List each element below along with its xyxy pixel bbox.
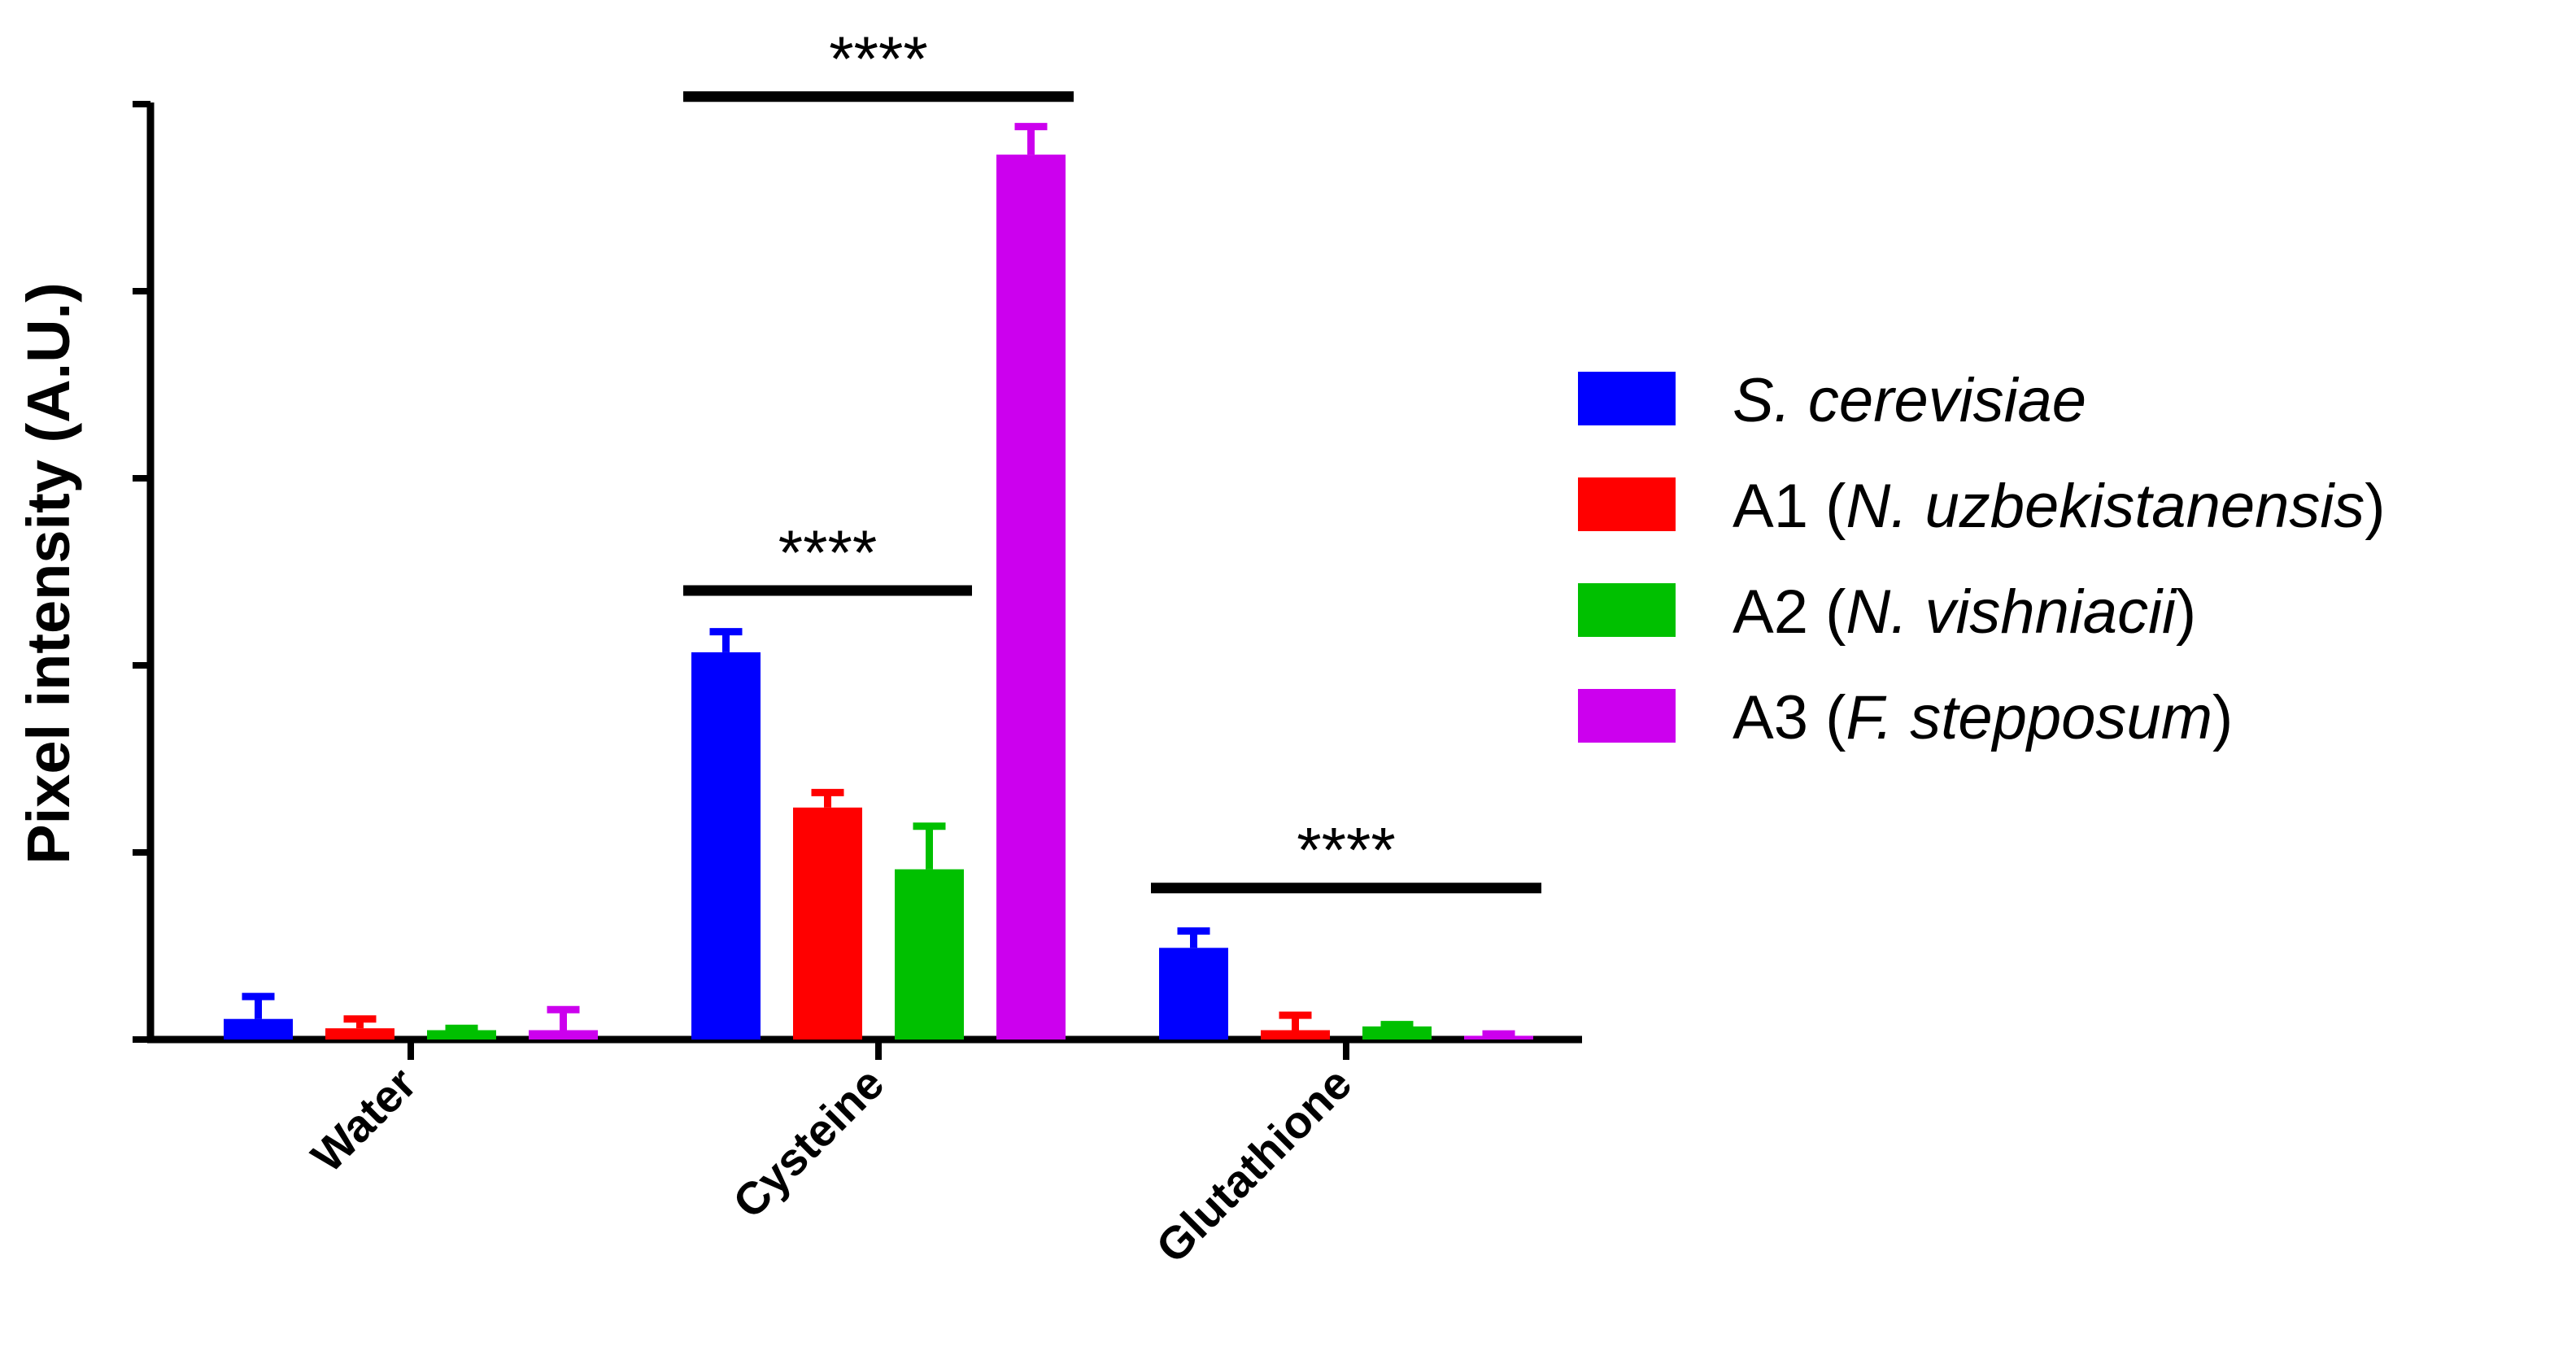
error-bar <box>1380 1021 1414 1029</box>
bar-cysteine-series-0 <box>691 652 761 1040</box>
error-bar <box>547 1005 580 1031</box>
significance-label: **** <box>829 23 927 94</box>
x-tick-label: Cysteine <box>723 1057 894 1228</box>
error-bar <box>811 788 844 808</box>
legend-item: A3 (F. stepposum) <box>1578 683 2233 752</box>
bar-glutathione-series-1 <box>1261 1030 1330 1040</box>
error-bar <box>1177 927 1210 948</box>
error-bar <box>913 822 946 870</box>
error-bars <box>242 123 1515 1038</box>
legend-swatch <box>1578 583 1676 637</box>
bar-glutathione-series-0 <box>1159 948 1228 1040</box>
error-bar <box>1482 1030 1515 1038</box>
bar-glutathione-series-3 <box>1464 1035 1533 1040</box>
error-bar <box>242 992 275 1019</box>
error-bar <box>1014 123 1048 155</box>
bar-cysteine-series-2 <box>895 869 964 1040</box>
bars <box>224 155 1533 1040</box>
error-bar <box>445 1024 478 1032</box>
x-tick-labels: Water Cysteine Glutathione <box>301 1057 1361 1273</box>
bar-water-series-3 <box>529 1030 598 1040</box>
legend-label: A1 (N. uzbekistanensis) <box>1733 472 2386 541</box>
y-axis-label: Pixel intensity (A.U.) <box>15 282 82 864</box>
x-tick-label: Water <box>301 1057 425 1182</box>
legend-swatch <box>1578 477 1676 531</box>
bar-cysteine-series-1 <box>793 807 862 1040</box>
legend-label: A2 (N. vishniacii) <box>1733 578 2196 647</box>
legend-item: A1 (N. uzbekistanensis) <box>1578 472 2386 541</box>
bar-water-series-0 <box>224 1018 293 1040</box>
significance-label: **** <box>778 517 877 588</box>
bar-glutathione-series-2 <box>1362 1026 1432 1040</box>
legend-swatch <box>1578 372 1676 425</box>
significance-markers: **** **** **** <box>683 23 1541 894</box>
error-bar <box>1279 1011 1312 1031</box>
significance-label: **** <box>1297 814 1395 886</box>
legend-item: S. cerevisiae <box>1578 366 2086 435</box>
legend-item: A2 (N. vishniacii) <box>1578 578 2196 647</box>
bar-water-series-2 <box>427 1030 496 1040</box>
bar-cysteine-series-3 <box>996 155 1066 1040</box>
error-bar <box>343 1015 377 1029</box>
legend-label: S. cerevisiae <box>1733 366 2086 435</box>
legend-swatch <box>1578 689 1676 743</box>
x-tick-label: Glutathione <box>1146 1057 1362 1273</box>
legend: S. cerevisiae A1 (N. uzbekistanensis) A2 (… <box>1578 366 2386 752</box>
bar-water-series-1 <box>325 1028 394 1040</box>
error-bar <box>709 628 743 652</box>
legend-label: A3 (F. stepposum) <box>1733 683 2233 752</box>
